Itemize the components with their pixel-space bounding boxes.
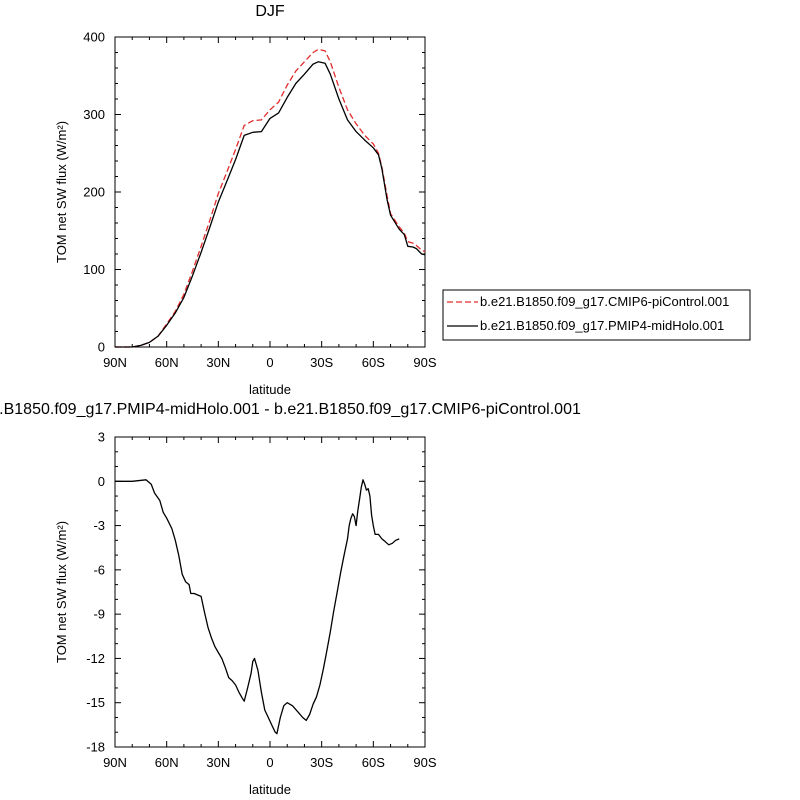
y-tick-label: -3: [93, 518, 105, 533]
x-tick-label: 90N: [103, 355, 127, 370]
y-tick-label: -9: [93, 607, 105, 622]
y-tick-label: -12: [86, 651, 105, 666]
bottom-series-group: [115, 479, 400, 735]
top-panel: DJF 90N 60N 30N 0 30S 60S 90S 0 100 200 300 400 la…: [54, 3, 437, 397]
legend-label-midholo: b.e21.B1850.f09_g17.PMIP4-midHolo.001: [480, 318, 724, 333]
y-tick-label: -15: [86, 695, 105, 710]
y-tick-label: 400: [83, 30, 105, 45]
legend: b.e21.B1850.f09_g17.CMIP6-piControl.001 …: [442, 289, 751, 341]
bottom-x-axis-title: latitude: [249, 782, 291, 797]
x-tick-label: 30N: [206, 755, 230, 770]
bottom-y-axis-title: TOM net SW flux (W/m²): [54, 521, 69, 663]
x-tick-label: 90N: [103, 755, 127, 770]
bottom-x-ticks: 90N 60N 30N 0 30S 60S 90S: [103, 437, 437, 770]
top-x-ticks: 90N 60N 30N 0 30S 60S 90S: [103, 37, 437, 370]
x-tick-label: 60S: [362, 755, 385, 770]
y-tick-label: 0: [98, 474, 105, 489]
x-tick-label: 0: [266, 755, 273, 770]
top-y-axis-title: TOM net SW flux (W/m²): [54, 121, 69, 263]
y-tick-label: 3: [98, 430, 105, 445]
series-line-0: [115, 479, 400, 735]
top-series-group: [115, 48, 426, 348]
bottom-chart-title: b.e21.B1850.f09_g17.PMIP4-midHolo.001 - …: [0, 401, 581, 418]
legend-box: [442, 289, 751, 341]
x-tick-label: 60N: [155, 755, 179, 770]
y-tick-label: 100: [83, 262, 105, 277]
x-tick-label: 90S: [413, 355, 436, 370]
x-tick-label: 60N: [155, 355, 179, 370]
x-tick-label: 30S: [310, 755, 333, 770]
series-line-1: [115, 61, 426, 348]
top-y-ticks: 0 100 200 300 400: [83, 30, 425, 355]
series-line-0: [115, 48, 426, 348]
x-tick-label: 90S: [413, 755, 436, 770]
top-x-axis-title: latitude: [249, 382, 291, 397]
top-chart-title: DJF: [255, 3, 285, 20]
legend-label-picontrol: b.e21.B1850.f09_g17.CMIP6-piControl.001: [480, 294, 729, 309]
y-tick-label: -6: [93, 562, 105, 577]
y-tick-label: 0: [98, 340, 105, 355]
x-tick-label: 30S: [310, 355, 333, 370]
x-tick-label: 30N: [206, 355, 230, 370]
bottom-panel: b.e21.B1850.f09_g17.PMIP4-midHolo.001 - …: [0, 401, 581, 797]
y-tick-label: -18: [86, 740, 105, 755]
top-plot-frame: [114, 36, 426, 348]
bottom-y-ticks: 3 0 -3 -6 -9 -12 -15 -18: [86, 430, 425, 755]
y-tick-label: 300: [83, 107, 105, 122]
bottom-plot-frame: [114, 436, 426, 748]
x-tick-label: 0: [266, 355, 273, 370]
y-tick-label: 200: [83, 185, 105, 200]
x-tick-label: 60S: [362, 355, 385, 370]
